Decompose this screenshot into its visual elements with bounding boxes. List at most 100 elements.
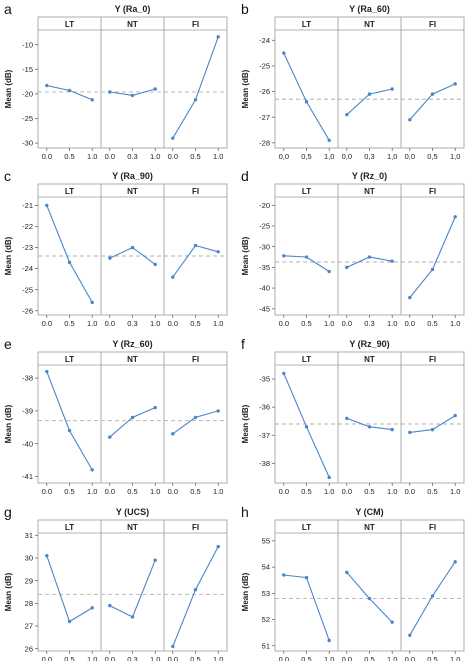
- data-point: [130, 93, 135, 98]
- y-tick-label: -26: [22, 306, 33, 315]
- x-tick-label: 0.0: [405, 655, 415, 661]
- y-tick-label: -45: [259, 304, 270, 313]
- data-point: [304, 100, 309, 104]
- y-tick-label: -25: [22, 114, 33, 123]
- x-tick-label: 1.0: [213, 487, 223, 496]
- data-point: [345, 570, 349, 575]
- x-tick-label: 0.0: [42, 655, 52, 661]
- data-point: [193, 243, 198, 248]
- data-point: [67, 88, 72, 93]
- x-tick-label: 0.0: [105, 319, 115, 328]
- x-tick-label: 0.0: [105, 655, 115, 661]
- x-tick-label: 0.5: [301, 319, 311, 328]
- y-tick-label: -22: [22, 222, 33, 231]
- panel-nt: NT 0.0 0.3 1.0: [337, 184, 397, 328]
- y-axis-label: Mean (dB): [241, 572, 250, 611]
- data-point: [345, 416, 349, 421]
- x-tick-label: 0.0: [342, 655, 352, 661]
- chart-c: c Y (Ra_90) Mean (dB) -21 -22 -23 -24 -25 -26 LT 0…: [4, 168, 228, 328]
- data-point: [130, 245, 135, 250]
- data-point: [67, 428, 72, 433]
- data-point: [367, 425, 372, 429]
- x-tick-label: 0.5: [364, 655, 374, 661]
- chart-title: Y (UCS): [116, 507, 149, 517]
- data-point: [453, 82, 457, 86]
- data-point: [390, 87, 394, 91]
- factor-label: FI: [192, 187, 199, 196]
- data-point: [408, 295, 412, 300]
- panel-fi: FI 0.0 0.5 1.0: [163, 520, 223, 661]
- panel-lt: LT 0.0 0.5 1.0: [42, 523, 98, 661]
- factor-label: NT: [364, 523, 375, 532]
- factor-label: LT: [302, 523, 311, 532]
- x-tick-label: 0.0: [168, 487, 178, 496]
- y-tick-label: 29: [25, 576, 33, 585]
- panel-fi: FI 0.0 0.5 1.0: [400, 184, 460, 328]
- panel-nt: NT 0.0 0.5 1.0: [337, 352, 397, 496]
- chart-e: e Y (Rz_60) Mean (dB) -38 -39 -40 -41 LT 0.0 0.5 1…: [4, 336, 228, 496]
- data-point: [430, 594, 435, 598]
- x-tick-label: 0.0: [42, 152, 52, 161]
- panel-letter: f: [241, 336, 245, 352]
- x-tick-label: 0.5: [127, 487, 137, 496]
- data-point: [216, 250, 220, 254]
- series-line: [172, 546, 219, 647]
- panel-letter: e: [4, 336, 12, 352]
- panel-fi: FI 0.0 0.5 1.0: [163, 352, 223, 496]
- x-tick-label: 1.0: [150, 655, 160, 661]
- x-tick-label: 0.0: [279, 655, 289, 661]
- x-tick-label: 0.5: [190, 319, 200, 328]
- x-tick-label: 0.0: [168, 319, 178, 328]
- panel-letter: a: [4, 1, 12, 17]
- data-point: [453, 215, 457, 219]
- data-point: [90, 98, 94, 102]
- panel-letter: c: [4, 168, 11, 184]
- data-point: [108, 435, 112, 439]
- data-point: [67, 260, 72, 265]
- x-tick-label: 0,0: [405, 152, 415, 161]
- chart-a: a Y (Ra_0) Mean (dB) -10 -15 -20 -25 -30 LT 0.0 0.…: [4, 1, 228, 161]
- x-tick-label: 0.5: [190, 655, 200, 661]
- plot-frame: [274, 351, 465, 484]
- y-tick-label: -41: [22, 472, 33, 481]
- chart-g: g Y (UCS) Mean (dB) 31 30 29 28 27 26 LT 0.0 0.5 1.0…: [4, 504, 228, 661]
- data-point: [390, 259, 394, 263]
- x-tick-label: 0.0: [279, 319, 289, 328]
- panel-nt: NT 0.0 0.3 1.0: [100, 184, 160, 328]
- data-point: [171, 136, 175, 140]
- factor-label: NT: [364, 20, 375, 29]
- panel-letter: g: [4, 504, 12, 520]
- data-point: [345, 265, 349, 270]
- y-tick-label: -23: [22, 243, 33, 252]
- x-tick-label: 1.0: [324, 319, 334, 328]
- x-tick-label: 0.5: [64, 655, 74, 661]
- x-tick-label: 1.0: [213, 655, 223, 661]
- x-tick-label: 0.0: [105, 152, 115, 161]
- x-tick-label: 1.0: [87, 487, 97, 496]
- data-point: [408, 118, 412, 122]
- panel-fi: FI 0.0 0.5 1.0: [163, 17, 223, 161]
- data-point: [193, 415, 198, 420]
- x-tick-label: 1.0: [450, 319, 460, 328]
- factor-label: NT: [127, 355, 138, 364]
- x-tick-label: 1.0: [213, 152, 223, 161]
- panel-lt: LT 0.0 0.5 1.0: [42, 20, 98, 161]
- data-point: [171, 275, 175, 279]
- data-point: [282, 254, 286, 258]
- chart-title: Y (Ra_0): [115, 4, 151, 14]
- data-point: [90, 606, 94, 610]
- x-tick-label: 1.0: [87, 319, 97, 328]
- x-tick-label: 0.0: [168, 152, 178, 161]
- data-point: [216, 544, 220, 549]
- data-point: [430, 267, 435, 272]
- factor-label: LT: [65, 355, 74, 364]
- data-point: [45, 83, 49, 88]
- x-tick-label: 0.0: [279, 487, 289, 496]
- plot-frame: [37, 519, 228, 652]
- panel-letter: b: [241, 1, 249, 17]
- series-line: [283, 574, 330, 641]
- panel-fi: FI 0.0 0.5 1.0: [400, 520, 460, 661]
- chart-title: Y (Rz_0): [352, 171, 387, 181]
- panel-letter: h: [241, 504, 249, 520]
- factor-label: FI: [429, 20, 436, 29]
